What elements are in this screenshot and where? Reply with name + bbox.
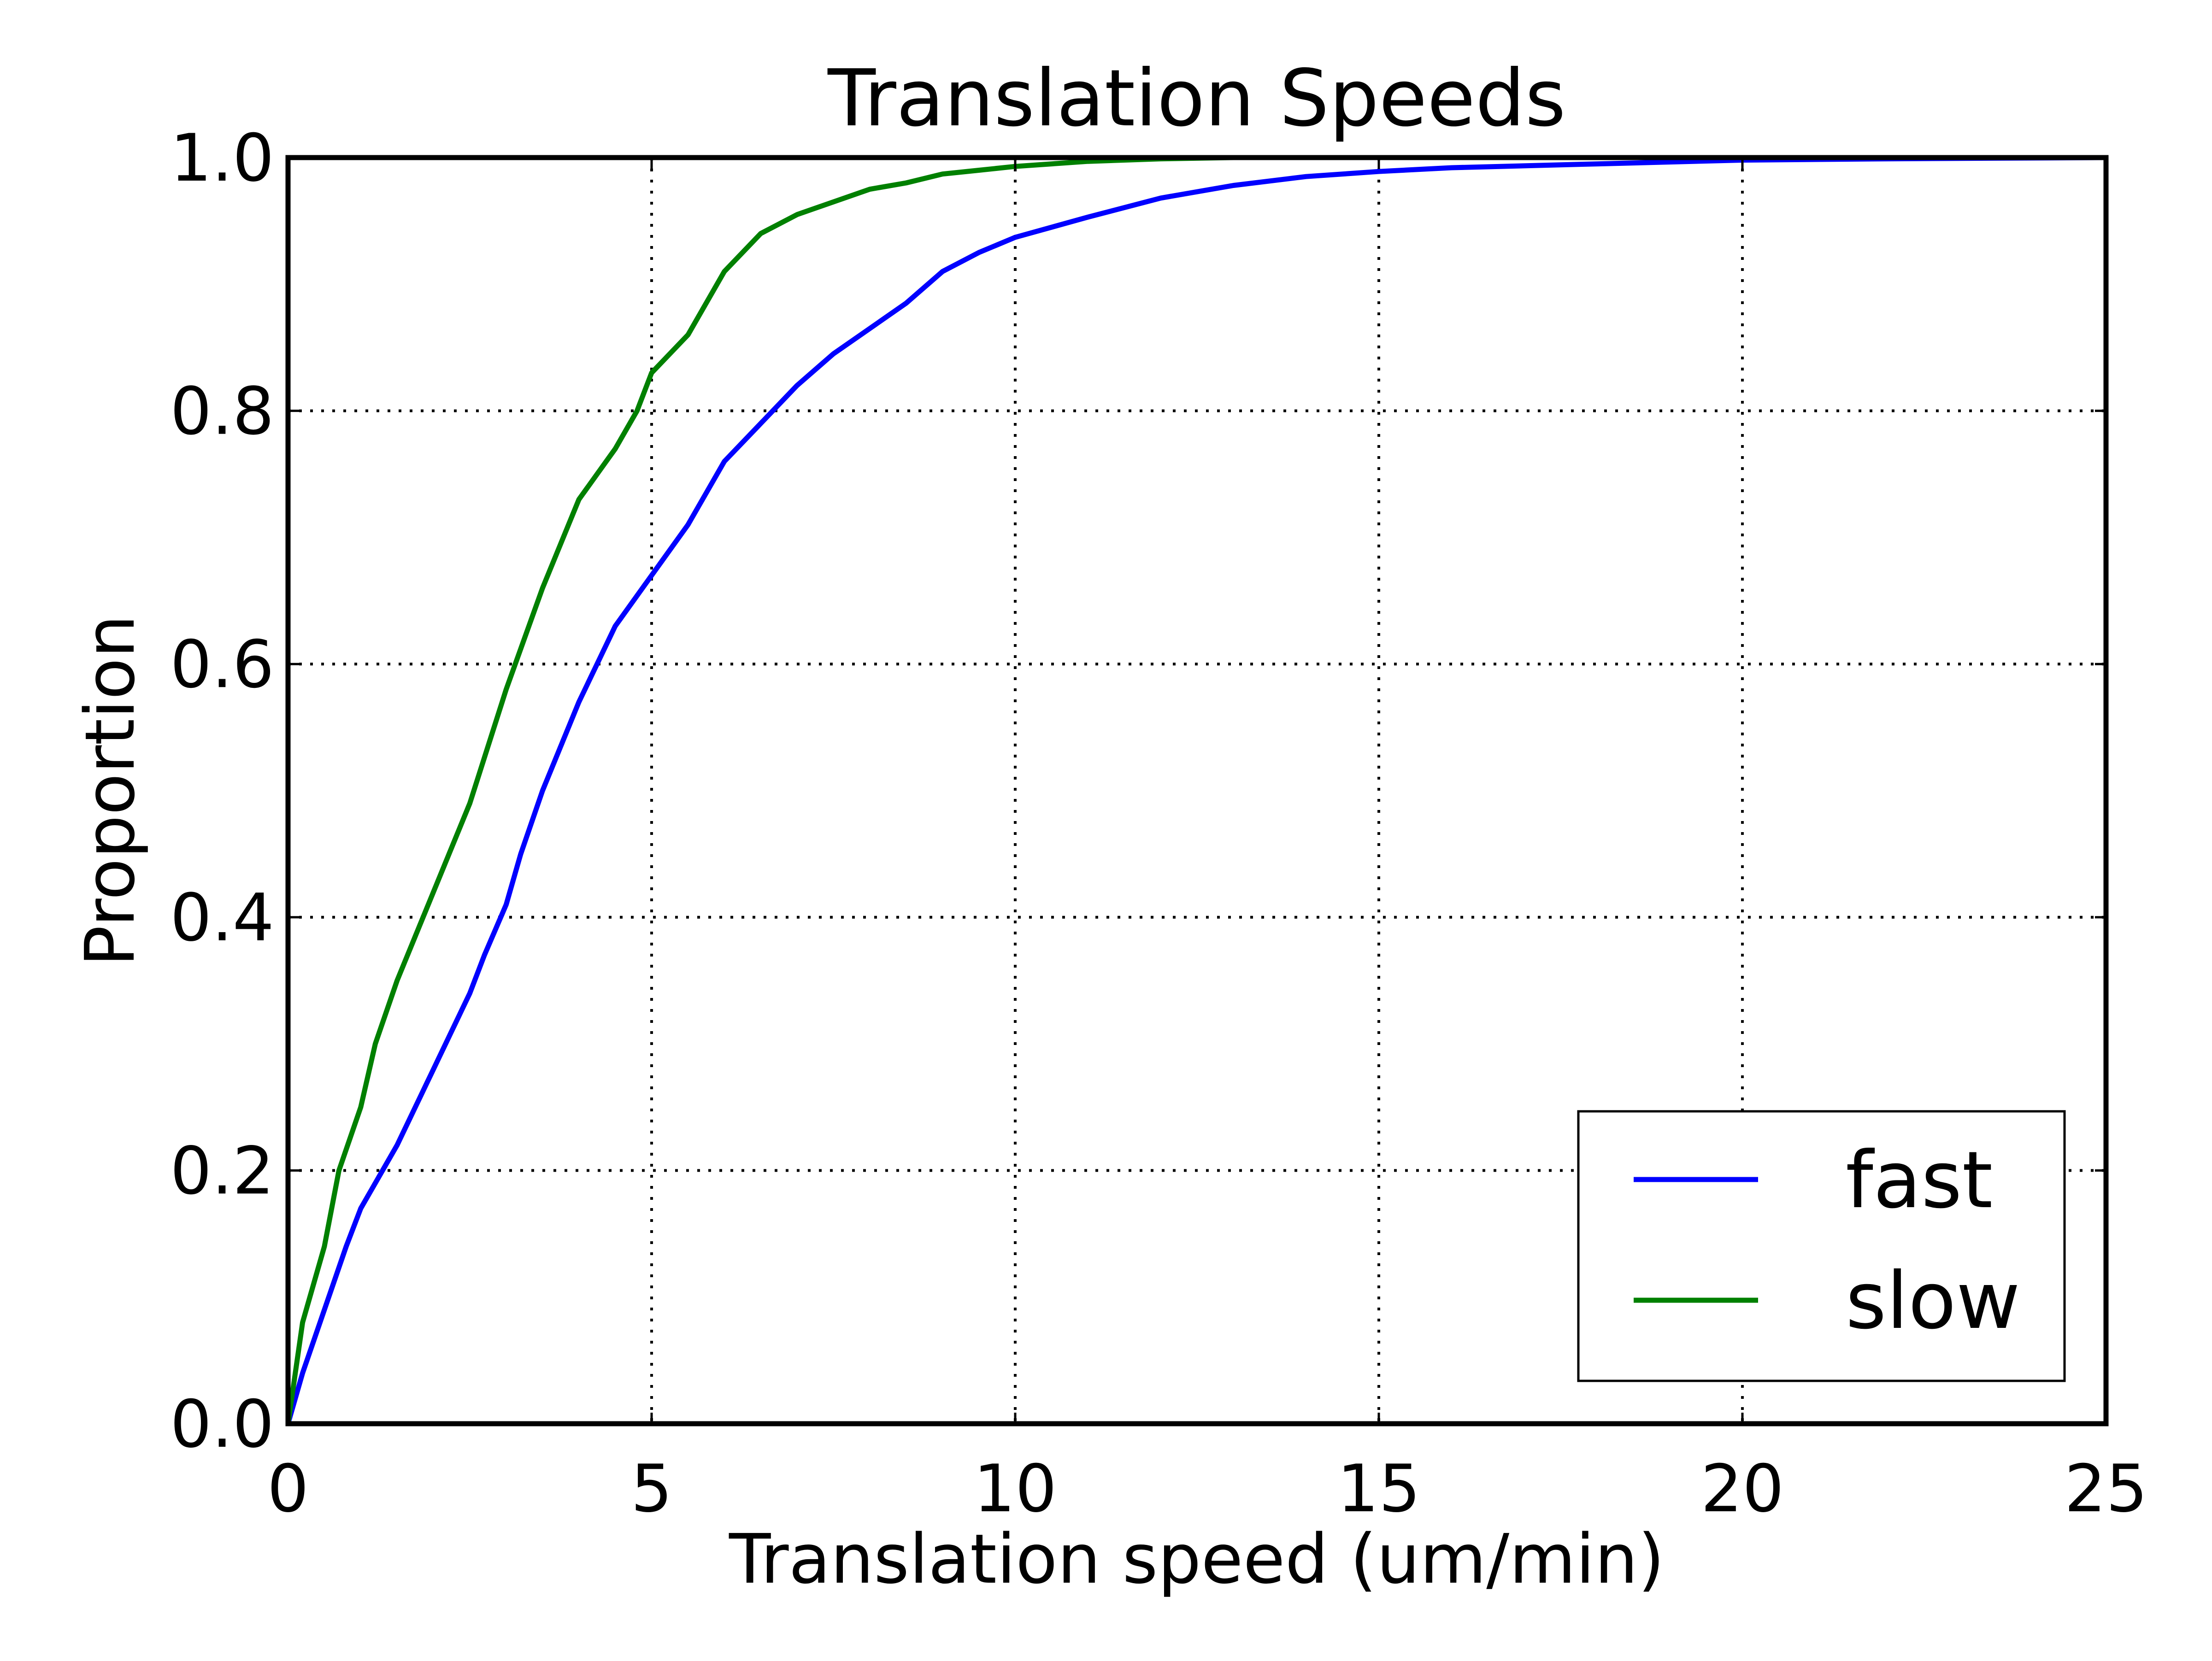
series-line-fast bbox=[285, 155, 2109, 1426]
x-tick-label: 0 bbox=[267, 1451, 309, 1527]
x-tick-label: 10 bbox=[974, 1451, 1057, 1527]
x-tick-label: 20 bbox=[1701, 1451, 1784, 1527]
y-tick-label: 1.0 bbox=[170, 120, 274, 196]
grid-lines bbox=[288, 158, 2106, 1424]
y-tick-label: 0.8 bbox=[170, 374, 274, 450]
series-lines bbox=[285, 155, 2109, 1426]
plot-frame bbox=[285, 155, 2109, 1426]
y-axis-label: Proportion bbox=[71, 615, 150, 967]
y-tick-label: 0.4 bbox=[170, 880, 274, 956]
x-axis-label: Translation speed (um/min) bbox=[729, 1520, 1665, 1599]
legend-label-slow: slow bbox=[1846, 1256, 2020, 1347]
y-tick-label: 0.2 bbox=[170, 1133, 274, 1209]
tick-labels: 0 5 10 15 20 25 0.0 0.2 0.4 0.6 0.8 1.0 bbox=[170, 120, 2147, 1527]
axis-ticks bbox=[287, 156, 2107, 1425]
x-tick-label: 5 bbox=[631, 1451, 672, 1527]
legend-label-fast: fast bbox=[1846, 1135, 1993, 1226]
x-tick-label: 15 bbox=[1337, 1451, 1421, 1527]
legend-box bbox=[1577, 1110, 2066, 1382]
y-tick-label: 0.6 bbox=[170, 627, 274, 703]
series-line-slow bbox=[285, 155, 2109, 1426]
x-tick-label: 25 bbox=[2065, 1451, 2148, 1527]
legend: fast slow bbox=[1577, 1110, 2066, 1382]
y-tick-label: 0.0 bbox=[170, 1386, 274, 1462]
chart-title: Translation Speeds bbox=[827, 53, 1566, 144]
